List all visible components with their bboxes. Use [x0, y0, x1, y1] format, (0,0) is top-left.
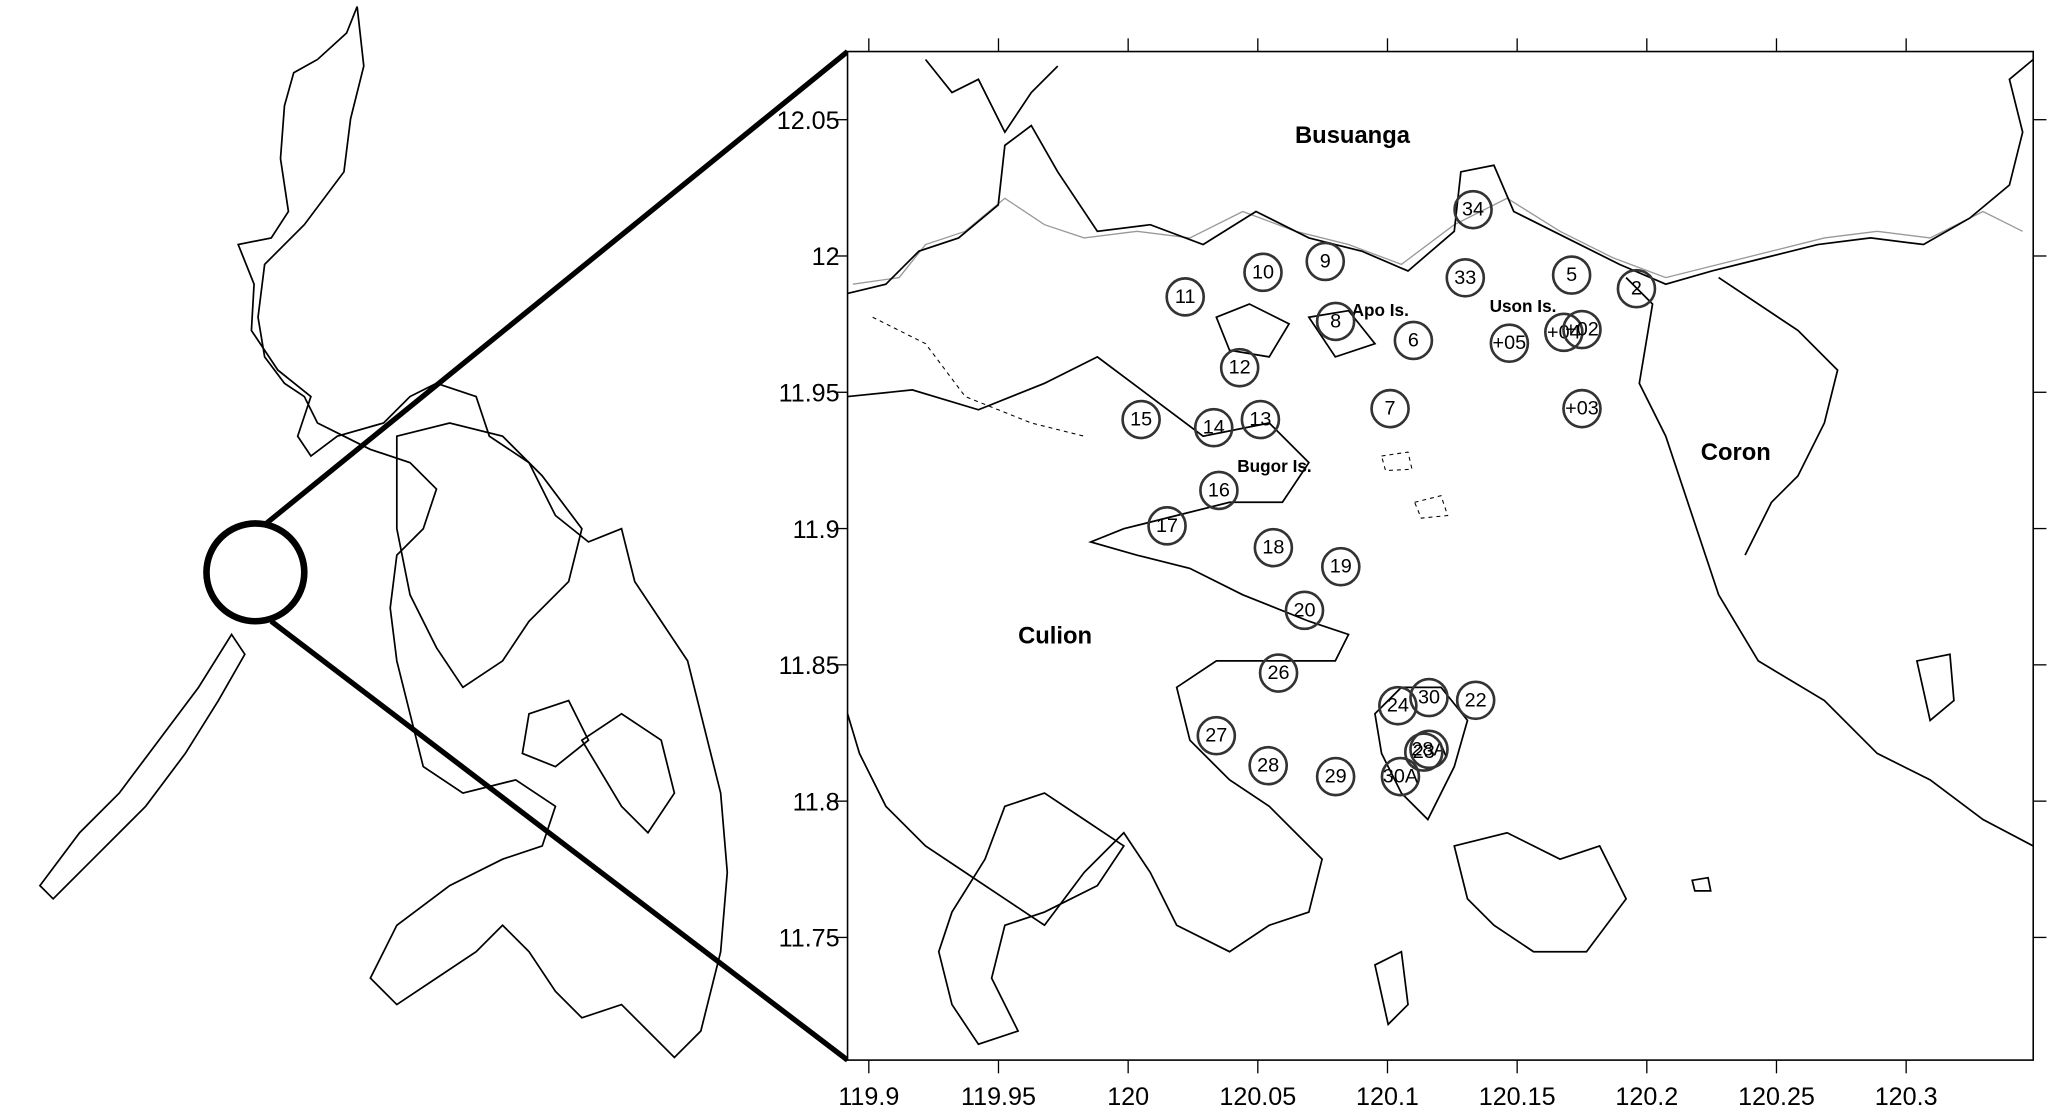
station-label: 15: [1130, 409, 1152, 431]
station-marker: [1409, 729, 1449, 770]
station-marker: [1370, 388, 1410, 429]
station-marker: [1380, 756, 1421, 797]
station-marker: [1455, 680, 1496, 721]
station-label: 26: [1268, 662, 1290, 684]
x-tick-label: 120.3: [1875, 1083, 1938, 1109]
station-label: 13: [1249, 409, 1271, 431]
station-label: 10: [1252, 261, 1274, 283]
station-label: 19: [1330, 556, 1352, 578]
station-label: 8: [1330, 310, 1341, 332]
station-marker: [1240, 399, 1281, 440]
station-label: 17: [1156, 515, 1178, 537]
station-label: 22: [1465, 689, 1487, 711]
place-label: Bugor Is.: [1237, 456, 1311, 476]
station-marker: [1253, 527, 1294, 568]
station-label: 7: [1385, 398, 1396, 420]
station-label: 34: [1462, 199, 1484, 221]
station-label: 23: [1413, 741, 1435, 763]
station-marker: [1320, 546, 1361, 587]
station-marker: [1248, 745, 1289, 786]
station-label: 24: [1387, 695, 1409, 717]
x-tick-label: 119.9: [838, 1083, 899, 1109]
station-label: +05: [1493, 332, 1527, 354]
station-label: 6: [1408, 329, 1419, 351]
x-tick-label: 119.95: [961, 1083, 1036, 1109]
x-tick-label: 120.1: [1356, 1083, 1419, 1109]
station-marker: [1165, 277, 1206, 317]
y-tick-label: 11.9: [793, 516, 840, 544]
station-marker: [1409, 677, 1449, 718]
place-label: Culion: [1018, 623, 1092, 650]
x-tick-label: 120: [1107, 1083, 1149, 1109]
inset-circle: [203, 520, 308, 625]
station-label: +03: [1565, 398, 1599, 420]
zoom-line: [262, 49, 850, 527]
station-label: 30: [1418, 687, 1440, 709]
y-tick-label: 11.8: [793, 788, 840, 816]
place-label: Uson Is.: [1490, 296, 1557, 316]
station-marker: [1616, 268, 1657, 309]
station-marker: [1258, 653, 1299, 693]
station-label: 28: [1257, 755, 1279, 777]
station-marker: [1544, 312, 1584, 353]
station-marker: [1305, 241, 1346, 282]
station-marker: [1147, 506, 1187, 546]
axes: 119.9 119.95 120 120.05 120.1 120.15 120.2 120.…: [777, 38, 2047, 1109]
station-marker: [1196, 715, 1237, 756]
station-label: 12: [1229, 357, 1251, 379]
station-marker: [1445, 257, 1486, 298]
station-marker: [1489, 323, 1530, 364]
country-outline: [38, 6, 729, 1059]
station-label: 33: [1454, 267, 1476, 289]
station-marker: [1562, 309, 1602, 350]
station-marker: [1551, 255, 1592, 295]
station-label: 14: [1203, 417, 1225, 439]
station-label: +02: [1565, 319, 1599, 341]
y-tick-label: 12: [812, 243, 840, 271]
y-tick-label: 12.05: [777, 107, 840, 135]
station-marker: [1284, 590, 1325, 631]
station-label: 20: [1293, 599, 1315, 621]
station-label: 16: [1208, 479, 1230, 501]
station-marker: [1315, 301, 1356, 342]
station-marker: [1378, 685, 1418, 726]
station-marker: [1393, 320, 1434, 361]
station-marker: [1219, 347, 1260, 388]
station-label: 18: [1262, 537, 1284, 559]
station-marker: [1562, 388, 1602, 429]
y-tick-label: 11.95: [779, 380, 840, 408]
station-label: 27: [1205, 725, 1227, 747]
station-marker: [1193, 407, 1234, 448]
station-marker: [1199, 470, 1239, 511]
coastlines: [846, 58, 2034, 1046]
map-frame: [846, 50, 2035, 1061]
station-marker: [1315, 756, 1356, 797]
x-tick-label: 120.15: [1479, 1083, 1556, 1109]
place-label: Apo Is.: [1352, 300, 1409, 320]
station-label: 29: [1325, 766, 1347, 788]
station-label: 11: [1175, 286, 1196, 308]
zoom-line: [269, 619, 850, 1063]
station-label: 28A: [1411, 738, 1447, 760]
place-label: Busuanga: [1295, 122, 1411, 149]
station-label: 5: [1566, 264, 1577, 286]
station-marker: [1121, 399, 1161, 440]
station-marker: [1403, 732, 1444, 772]
station-label: 9: [1320, 250, 1331, 272]
y-tick-label: 11.85: [779, 652, 840, 680]
station-marker: [1453, 189, 1493, 230]
y-tick-label: 11.75: [779, 925, 840, 953]
place-label: Coron: [1701, 439, 1771, 466]
station-label: 2: [1631, 278, 1642, 300]
x-tick-label: 120.25: [1738, 1083, 1815, 1109]
x-tick-label: 120.05: [1219, 1083, 1296, 1109]
station-marker: [1243, 252, 1283, 293]
station-label: 30A: [1383, 766, 1419, 788]
x-tick-label: 120.2: [1615, 1083, 1678, 1109]
